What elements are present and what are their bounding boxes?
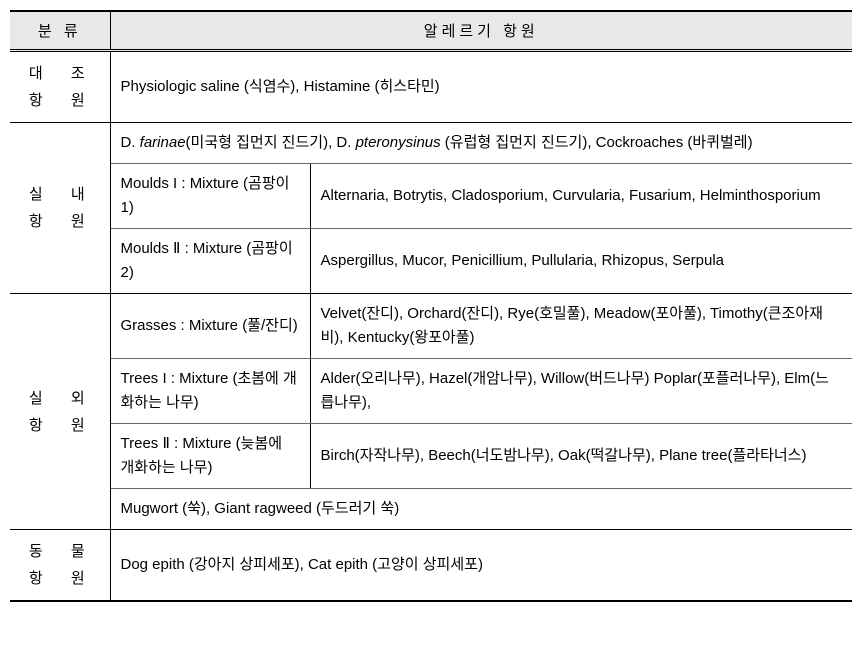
category-label-line: 항 원 (20, 412, 100, 439)
allergen-table: 분 류 알레르기 항원 대 조 항 원 Physiologic saline (… (10, 10, 852, 602)
content-cell: Dog epith (강아지 상피세포), Cat epith (고양이 상피세… (110, 530, 852, 602)
content-cell: D. farinae(미국형 집먼지 진드기), D. pteronysinus… (110, 123, 852, 164)
allergen-table-container: 분 류 알레르기 항원 대 조 항 원 Physiologic saline (… (10, 10, 852, 602)
table-row: 동 물 항 원 Dog epith (강아지 상피세포), Cat epith … (10, 530, 852, 602)
table-row: 실 외 항 원 Grasses : Mixture (풀/잔디) Velvet(… (10, 294, 852, 359)
category-label-line: 실 외 (20, 385, 100, 412)
table-row: Trees I : Mixture (초봄에 개화하는 나무) Alder(오리… (10, 359, 852, 424)
sub-left-cell: Moulds Ⅱ : Mixture (곰팡이2) (110, 229, 310, 294)
sub-left-cell: Moulds I : Mixture (곰팡이1) (110, 164, 310, 229)
content-cell: Physiologic saline (식염수), Histamine (히스타… (110, 51, 852, 123)
sub-left-cell: Grasses : Mixture (풀/잔디) (110, 294, 310, 359)
table-row: Trees Ⅱ : Mixture (늦봄에 개화하는 나무) Birch(자작… (10, 424, 852, 489)
table-row: 실 내 항 원 D. farinae(미국형 집먼지 진드기), D. pter… (10, 123, 852, 164)
category-label-line: 항 원 (20, 87, 100, 114)
sub-left-cell: Trees Ⅱ : Mixture (늦봄에 개화하는 나무) (110, 424, 310, 489)
sub-right-cell: Velvet(잔디), Orchard(잔디), Rye(호밀풀), Meado… (310, 294, 852, 359)
table-row: Mugwort (쑥), Giant ragweed (두드러기 쑥) (10, 489, 852, 530)
category-label-line: 대 조 (20, 60, 100, 87)
table-row: Moulds Ⅱ : Mixture (곰팡이2) Aspergillus, M… (10, 229, 852, 294)
sub-right-cell: Alternaria, Botrytis, Cladosporium, Curv… (310, 164, 852, 229)
category-cell: 실 외 항 원 (10, 294, 110, 530)
sub-right-cell: Aspergillus, Mucor, Penicillium, Pullula… (310, 229, 852, 294)
table-row: 대 조 항 원 Physiologic saline (식염수), Histam… (10, 51, 852, 123)
category-label-line: 항 원 (20, 208, 100, 235)
sub-right-cell: Birch(자작나무), Beech(너도밤나무), Oak(떡갈나무), Pl… (310, 424, 852, 489)
table-body: 대 조 항 원 Physiologic saline (식염수), Histam… (10, 51, 852, 602)
header-allergen: 알레르기 항원 (110, 11, 852, 51)
category-label-line: 실 내 (20, 181, 100, 208)
category-cell: 동 물 항 원 (10, 530, 110, 602)
table-row: Moulds I : Mixture (곰팡이1) Alternaria, Bo… (10, 164, 852, 229)
category-cell: 실 내 항 원 (10, 123, 110, 294)
category-cell: 대 조 항 원 (10, 51, 110, 123)
category-label-line: 동 물 (20, 538, 100, 565)
content-cell: Mugwort (쑥), Giant ragweed (두드러기 쑥) (110, 489, 852, 530)
category-label-line: 항 원 (20, 565, 100, 592)
sub-right-cell: Alder(오리나무), Hazel(개암나무), Willow(버드나무) P… (310, 359, 852, 424)
header-category: 분 류 (10, 11, 110, 51)
header-row: 분 류 알레르기 항원 (10, 11, 852, 51)
sub-left-cell: Trees I : Mixture (초봄에 개화하는 나무) (110, 359, 310, 424)
